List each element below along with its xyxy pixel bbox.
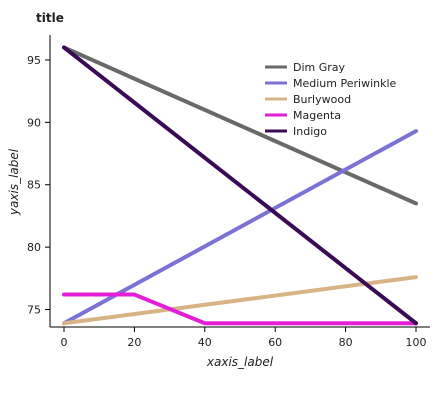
legend-label-burlywood: Burlywood (293, 93, 351, 106)
series-line-magenta (62, 292, 418, 326)
axes (49, 35, 430, 328)
y-tick-label: 80 (27, 241, 41, 254)
x-tick-label: 40 (198, 336, 212, 349)
series-line-burlywood (62, 275, 418, 326)
x-tick-label: 0 (61, 336, 68, 349)
y-tick-label: 95 (27, 54, 41, 67)
y-tick-label: 85 (27, 179, 41, 192)
series-line-medium-periwinkle (62, 129, 418, 326)
y-tick-label: 90 (27, 116, 41, 129)
y-tick-label: 75 (27, 304, 41, 317)
x-tick-label: 60 (268, 336, 282, 349)
legend-label-dim-gray: Dim Gray (293, 61, 346, 74)
legend-label-indigo: Indigo (293, 125, 327, 138)
legend-label-magenta: Magenta (293, 109, 341, 122)
legend: Dim Gray Medium Periwinkle Burlywood Magent… (265, 61, 397, 138)
x-ticks: 0 20 40 60 80 100 (61, 327, 427, 349)
x-tick-label: 20 (127, 336, 141, 349)
series-line-indigo (62, 45, 418, 326)
y-ticks: 75 80 85 90 95 (27, 54, 50, 317)
legend-label-medium-periwinkle: Medium Periwinkle (293, 77, 397, 90)
x-tick-label: 80 (339, 336, 353, 349)
x-axis-label: xaxis_label (206, 355, 274, 369)
series-lines (62, 45, 418, 326)
y-axis-label: yaxis_label (7, 148, 21, 216)
series-line-dim-gray (62, 45, 418, 206)
chart-title: title (36, 11, 64, 25)
x-tick-label: 100 (406, 336, 427, 349)
